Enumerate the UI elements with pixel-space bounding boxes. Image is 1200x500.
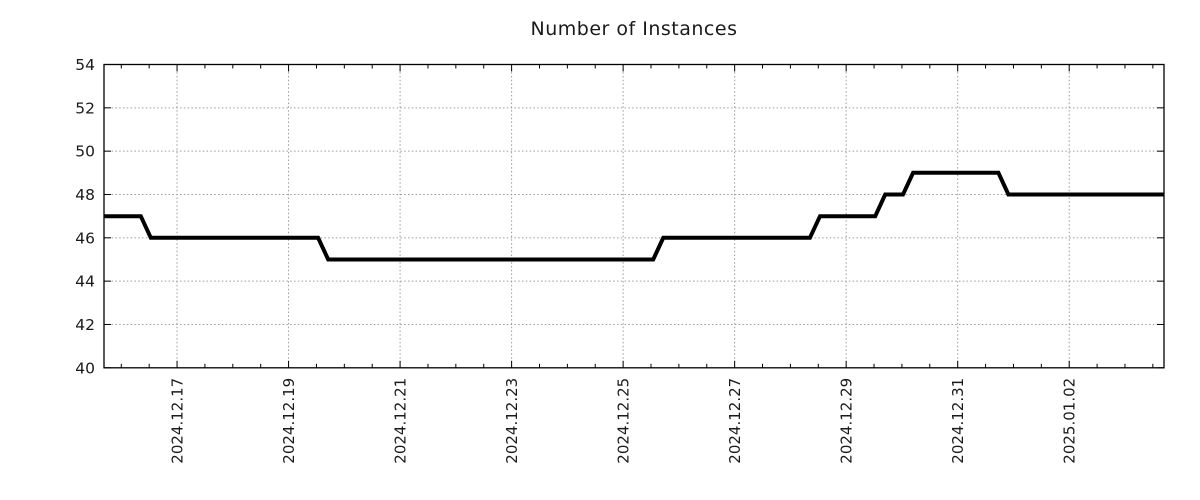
- y-tick-label: 52: [75, 99, 95, 117]
- x-tick-label: 2025.01.02: [1061, 378, 1079, 464]
- x-tick-label: 2024.12.31: [949, 378, 967, 464]
- y-tick-label: 54: [75, 56, 95, 74]
- y-tick-label: 50: [75, 143, 95, 161]
- series-line: [104, 170, 1164, 262]
- x-tick-label: 2024.12.23: [503, 378, 521, 464]
- x-tick-label: 2024.12.29: [838, 378, 856, 464]
- plot-border: [103, 63, 1165, 369]
- x-tick-label: 2024.12.17: [169, 378, 187, 464]
- y-tick-label: 42: [75, 316, 95, 334]
- chart-title: Number of Instances: [530, 18, 738, 40]
- x-tick-label: 2024.12.21: [392, 378, 410, 464]
- y-tick-label: 46: [75, 229, 95, 247]
- plot-border-rect: [103, 63, 1165, 369]
- x-tick-labels: 2024.12.17 2024.12.19 2024.12.21 2024.12.23…: [169, 378, 1079, 464]
- x-tick-label: 2024.12.27: [726, 378, 744, 464]
- y-tick-label: 48: [75, 186, 95, 204]
- gridlines: [104, 64, 1164, 368]
- x-tick-label: 2024.12.19: [280, 378, 298, 464]
- y-tick-label: 44: [75, 273, 95, 291]
- series-polyline: [104, 170, 1164, 262]
- y-tick-labels: 40 42 44 46 48 50 52 54: [75, 56, 95, 377]
- x-tick-label: 2024.12.25: [615, 378, 633, 464]
- axis-ticks: [104, 64, 1164, 369]
- y-tick-label: 40: [75, 359, 95, 377]
